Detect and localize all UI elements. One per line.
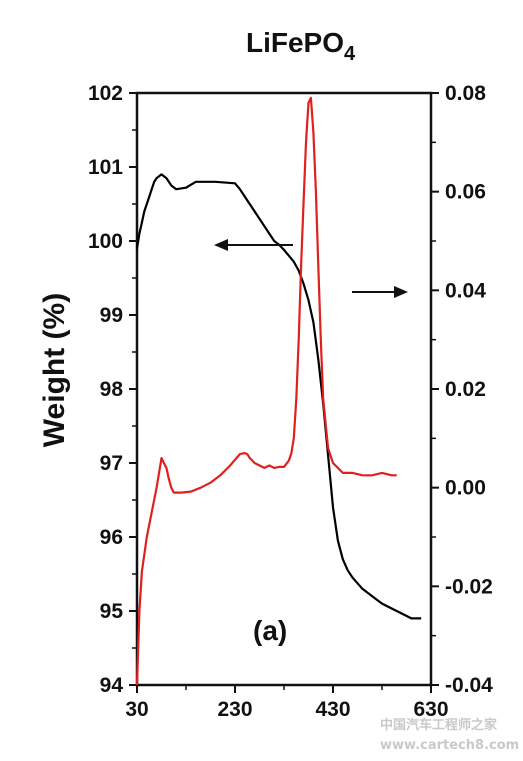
left-arrow-head	[214, 239, 228, 251]
ticks-group: 30 230 430 630 94 95 96 97 98 99 100 101 102 -0.04 -0.…	[88, 82, 493, 721]
x-tick-label: 630	[413, 698, 448, 721]
y-tick-label: 97	[100, 452, 123, 475]
y-tick-label: 100	[88, 230, 123, 253]
chart-title-main: LiFePO	[246, 27, 344, 58]
series-group	[135, 96, 422, 686]
chart-title: LiFePO4	[246, 27, 356, 65]
x-tick-label: 430	[315, 698, 350, 721]
y2-tick-label: -0.02	[445, 575, 493, 598]
y2-tick-label: 0.02	[445, 378, 486, 401]
watermark-line2: www.cartech8.com	[380, 738, 519, 753]
x-tick-label: 30	[125, 698, 148, 721]
chart-title-subscript: 4	[344, 43, 356, 65]
watermark: 中国汽车工程师之家 www.cartech8.com	[380, 717, 519, 753]
weight-series-line	[135, 173, 422, 620]
y2-tick-label: 0.06	[445, 181, 486, 204]
y-tick-label: 99	[100, 304, 123, 327]
y-tick-label: 96	[100, 526, 123, 549]
left-arrow	[214, 239, 293, 251]
watermark-line1: 中国汽车工程师之家	[380, 717, 498, 733]
x-tick-label: 230	[217, 698, 252, 721]
y-tick-label: 101	[88, 156, 123, 179]
y-tick-label: 98	[100, 378, 124, 401]
right-arrow-head	[394, 286, 408, 298]
y2-tick-label: 0.08	[445, 82, 486, 105]
y-tick-label: 94	[100, 674, 124, 697]
right-arrow	[352, 286, 408, 298]
y2-tick-label: 0.00	[445, 477, 486, 500]
y-axis-title: Weight (%)	[38, 293, 71, 447]
y2-tick-label: -0.04	[445, 674, 493, 697]
y-tick-label: 102	[88, 82, 123, 105]
y2-tick-label: 0.04	[445, 279, 486, 302]
panel-label: (a)	[253, 615, 287, 646]
derivative-series-line	[135, 96, 397, 686]
y-tick-label: 95	[100, 600, 124, 623]
plot-frame	[135, 91, 433, 687]
